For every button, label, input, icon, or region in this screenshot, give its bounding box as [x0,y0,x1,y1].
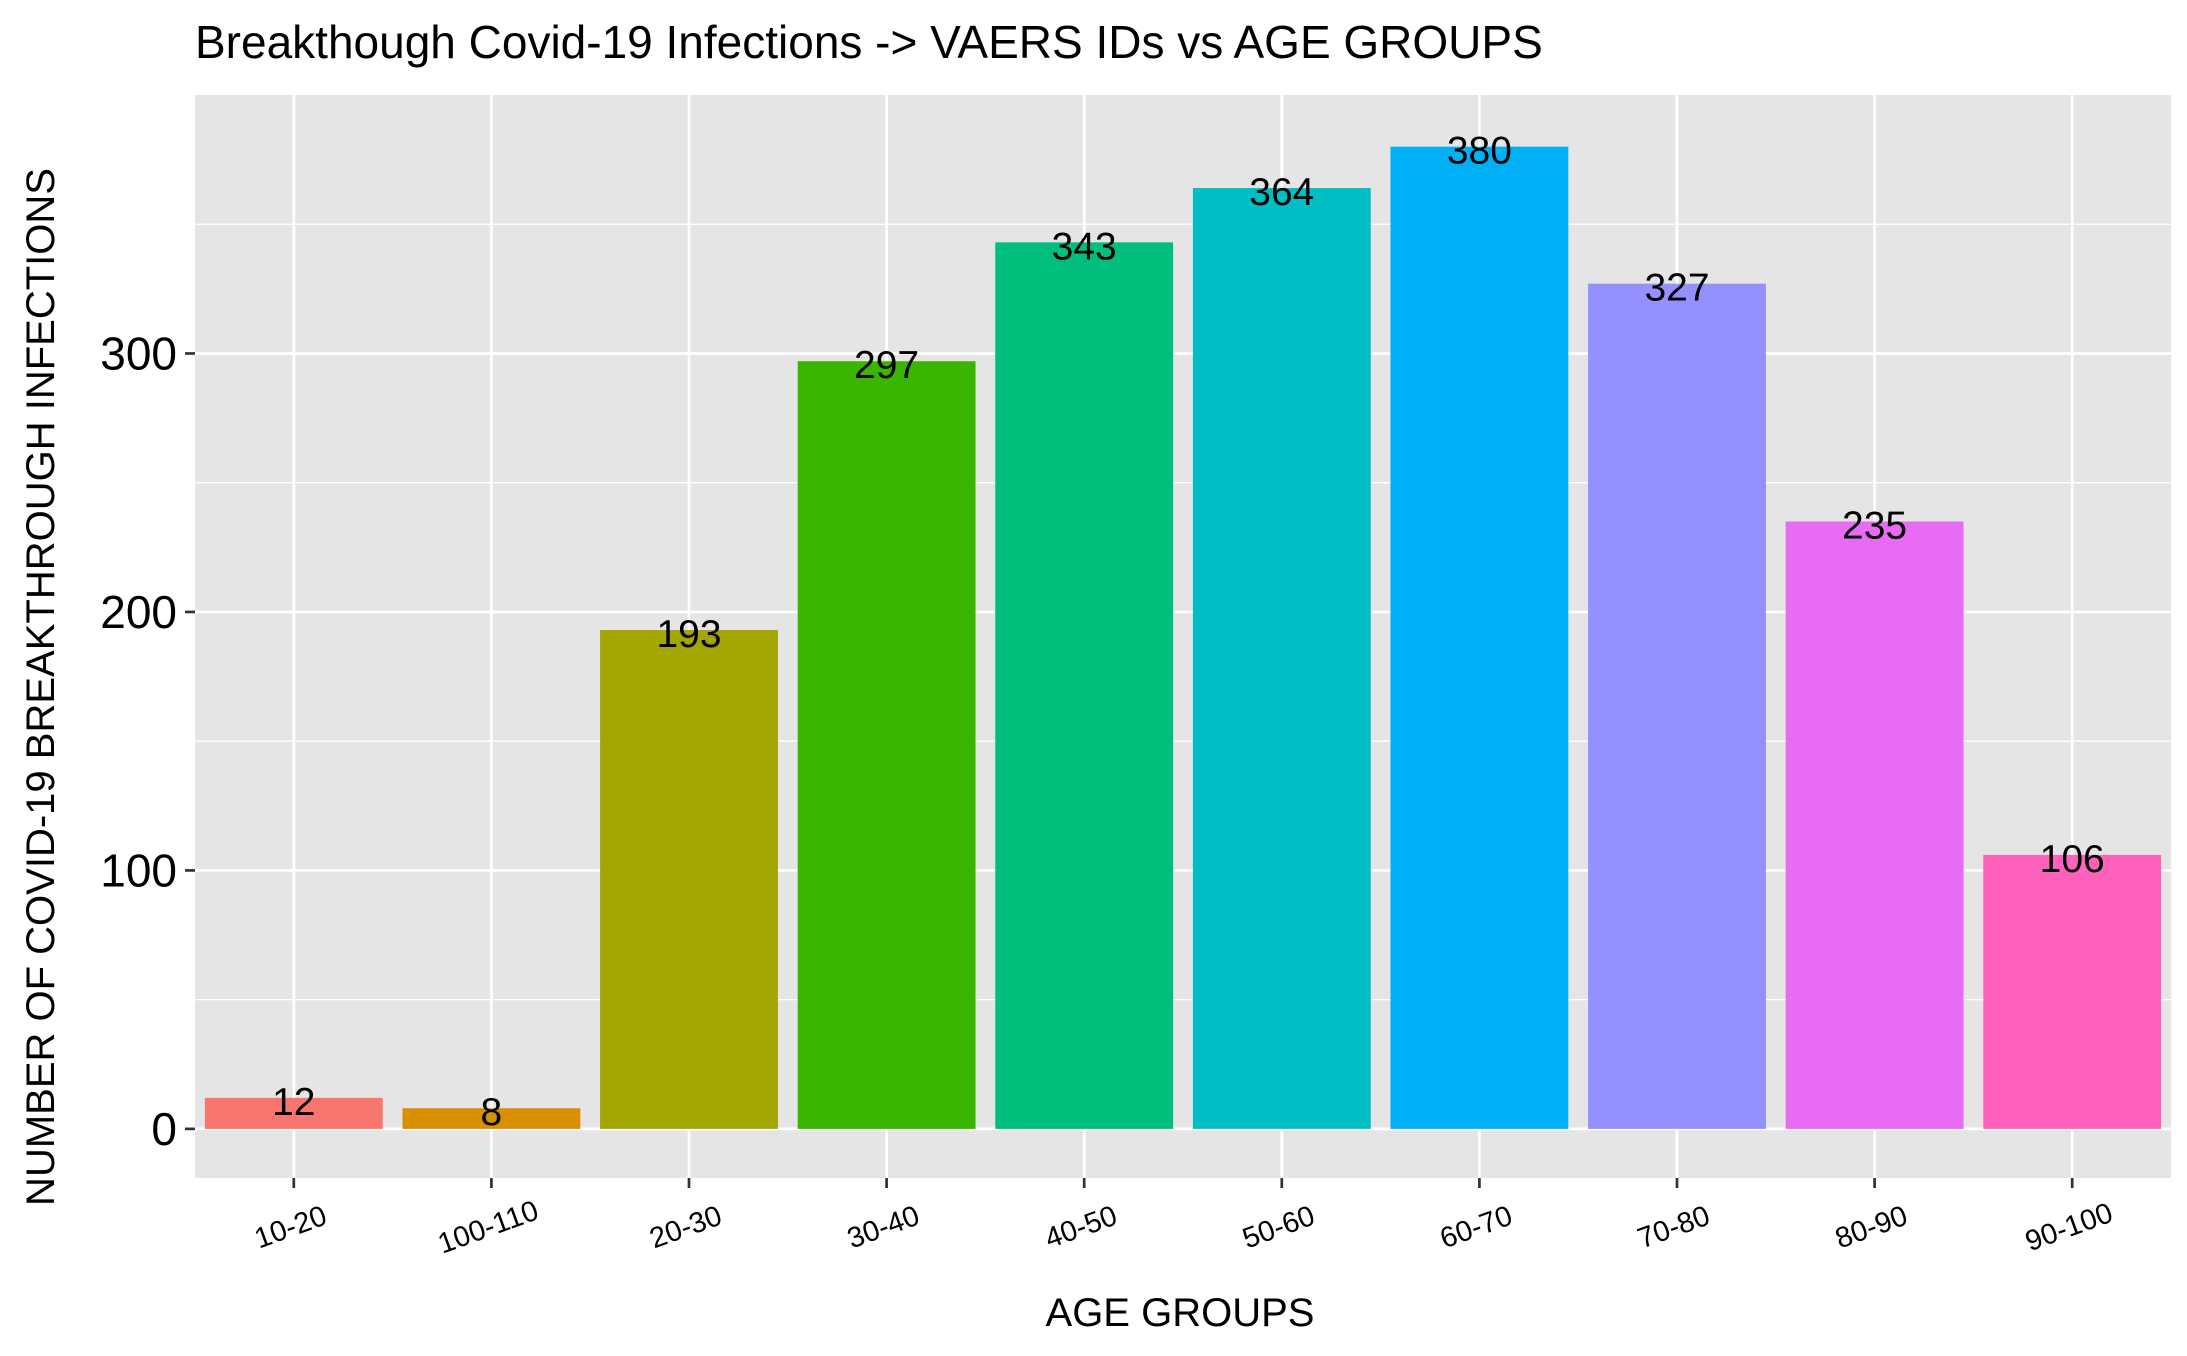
data-label-40-50: 343 [1052,225,1117,268]
data-label-100-110: 8 [481,1091,503,1134]
x-tick-label-80-90: 80-90 [1831,1200,1912,1255]
bar-10-20 [204,1097,383,1129]
bar-70-80 [1588,283,1766,1129]
chart-title: Breakthough Covid-19 Infections -> VAERS… [195,16,1543,68]
data-label-80-90: 235 [1842,504,1907,547]
y-tick-label: 0 [151,1103,177,1155]
x-tick-label-20-30: 20-30 [646,1200,727,1255]
bar-90-100 [1983,854,2162,1129]
bar-100-110 [402,1108,581,1129]
x-tick-label-60-70: 60-70 [1436,1200,1517,1255]
x-tick-label-100-110: 100-110 [434,1195,543,1261]
x-tick-label-50-60: 50-60 [1238,1200,1319,1255]
data-label-10-20: 12 [272,1081,315,1124]
y-axis-title: NUMBER OF COVID-19 BREAKTHROUGH INFECTIO… [19,168,63,1206]
x-tick-label-40-50: 40-50 [1041,1200,1122,1255]
x-tick-label-90-100: 90-100 [2021,1197,2117,1258]
data-label-60-70: 380 [1447,130,1512,173]
data-label-50-60: 364 [1249,171,1314,214]
x-tick-label-10-20: 10-20 [250,1200,331,1255]
bar-50-60 [1192,188,1371,1129]
x-axis-title: AGE GROUPS [1046,1291,1315,1335]
y-tick-label: 100 [100,844,177,896]
data-label-70-80: 327 [1644,267,1709,310]
bar-30-40 [797,361,976,1129]
y-axis: 0 100 200 300 [100,327,195,1155]
bar-60-70 [1390,146,1569,1129]
bar-80-90 [1785,521,1964,1129]
data-label-90-100: 106 [2040,838,2105,881]
bar-40-50 [995,242,1174,1129]
y-tick-label: 200 [100,586,177,638]
bars [204,146,2162,1129]
x-tick-label-70-80: 70-80 [1634,1200,1715,1255]
y-tick-label: 300 [100,327,177,379]
bar-20-30 [600,630,778,1129]
x-axis: 10-20 100-110 20-30 30-40 40-50 50-60 60-70 70-… [250,1178,2117,1260]
data-label-30-40: 297 [854,344,919,387]
x-tick-label-30-40: 30-40 [843,1200,924,1255]
bar-data-labels: 12 8 193 297 343 364 380 327 235 106 [272,130,2105,1135]
data-label-20-30: 193 [656,613,721,656]
